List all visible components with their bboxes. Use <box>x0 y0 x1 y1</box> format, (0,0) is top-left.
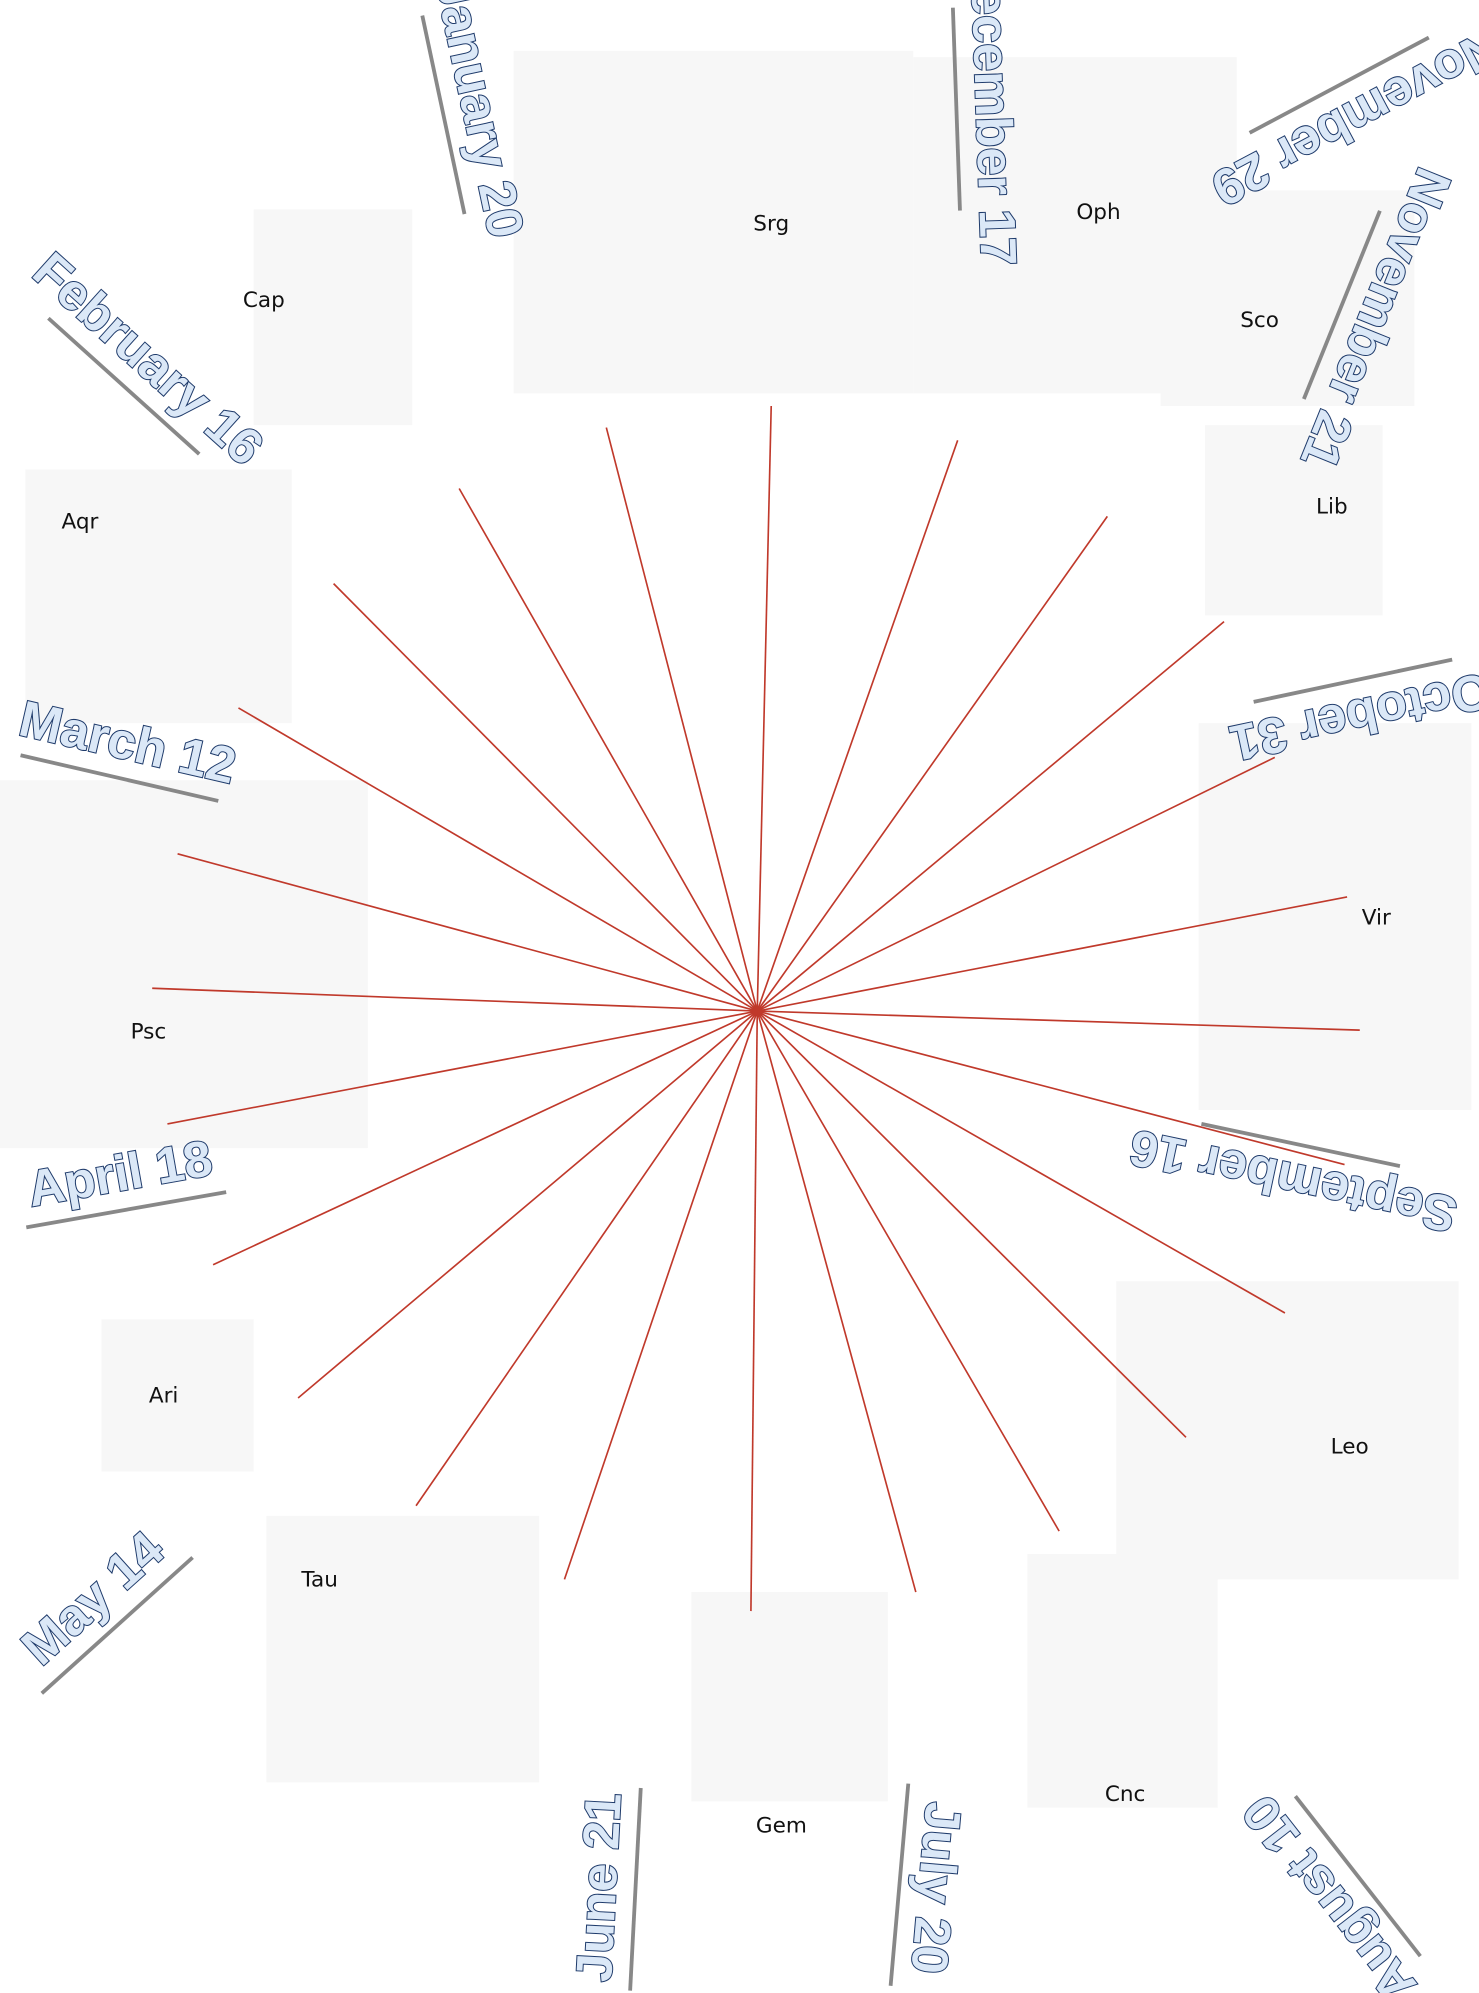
constellation-label: Vir <box>1362 905 1391 930</box>
center-point <box>752 1006 762 1016</box>
ray <box>606 428 757 1011</box>
constellation-panel <box>691 1592 888 1801</box>
ray <box>751 1011 757 1611</box>
ray <box>416 1011 757 1506</box>
ray <box>757 1011 1059 1531</box>
ray <box>757 1011 1186 1437</box>
ray <box>757 1011 916 1592</box>
constellation-label: Lib <box>1316 495 1348 520</box>
date-group: August 10 <box>1231 1780 1434 1993</box>
constellation-panel <box>266 1516 539 1782</box>
constellation-label: Cnc <box>1105 1782 1146 1807</box>
date-group: September 16 <box>1124 1110 1463 1243</box>
page: {"constellations": [ {"label": "Cap"}, {… <box>0 0 1479 1993</box>
constellation-label: Cap <box>243 288 285 313</box>
constellation-panel <box>1116 1281 1458 1579</box>
constellation-panel <box>0 780 368 1148</box>
constellation-label: Gem <box>756 1814 807 1839</box>
ray <box>757 406 771 1011</box>
date-label: February 16 <box>23 241 275 476</box>
constellation-panel <box>1027 1554 1217 1808</box>
date-group: May 14 <box>0 1509 193 1694</box>
constellation-label: Leo <box>1331 1434 1369 1459</box>
constellation-label: Oph <box>1076 200 1120 225</box>
constellation-panel <box>514 51 914 393</box>
ray <box>757 440 957 1011</box>
date-label: August 10 <box>1231 1785 1427 1993</box>
constellation-label: Sco <box>1240 308 1279 333</box>
date-label: September 16 <box>1124 1119 1461 1244</box>
constellation-label: Psc <box>131 1020 167 1045</box>
constellation-panel <box>25 469 291 723</box>
date-underline <box>630 1788 641 1991</box>
diagram: Cap Srg Oph Sco Lib Aqr Vir Psc Ari Leo Tau Gem Cnc J… <box>0 0 1479 1993</box>
date-group: July 20 <box>891 1784 974 1992</box>
date-label: July 20 <box>900 1800 972 1976</box>
constellation-label: Aqr <box>61 510 98 535</box>
date-label: June 21 <box>565 1792 632 1984</box>
ray <box>564 1011 757 1579</box>
constellation-label: Srg <box>753 212 789 237</box>
constellation-panel <box>1199 723 1472 1110</box>
ray <box>459 488 757 1011</box>
ray <box>334 584 758 1011</box>
constellation-panel <box>254 209 413 425</box>
date-group: June 21 <box>565 1785 641 1991</box>
constellation-label: Tau <box>300 1568 337 1593</box>
date-group: February 16 <box>17 241 275 482</box>
constellation-label: Ari <box>149 1384 179 1409</box>
date-label: December 17 <box>959 0 1027 267</box>
